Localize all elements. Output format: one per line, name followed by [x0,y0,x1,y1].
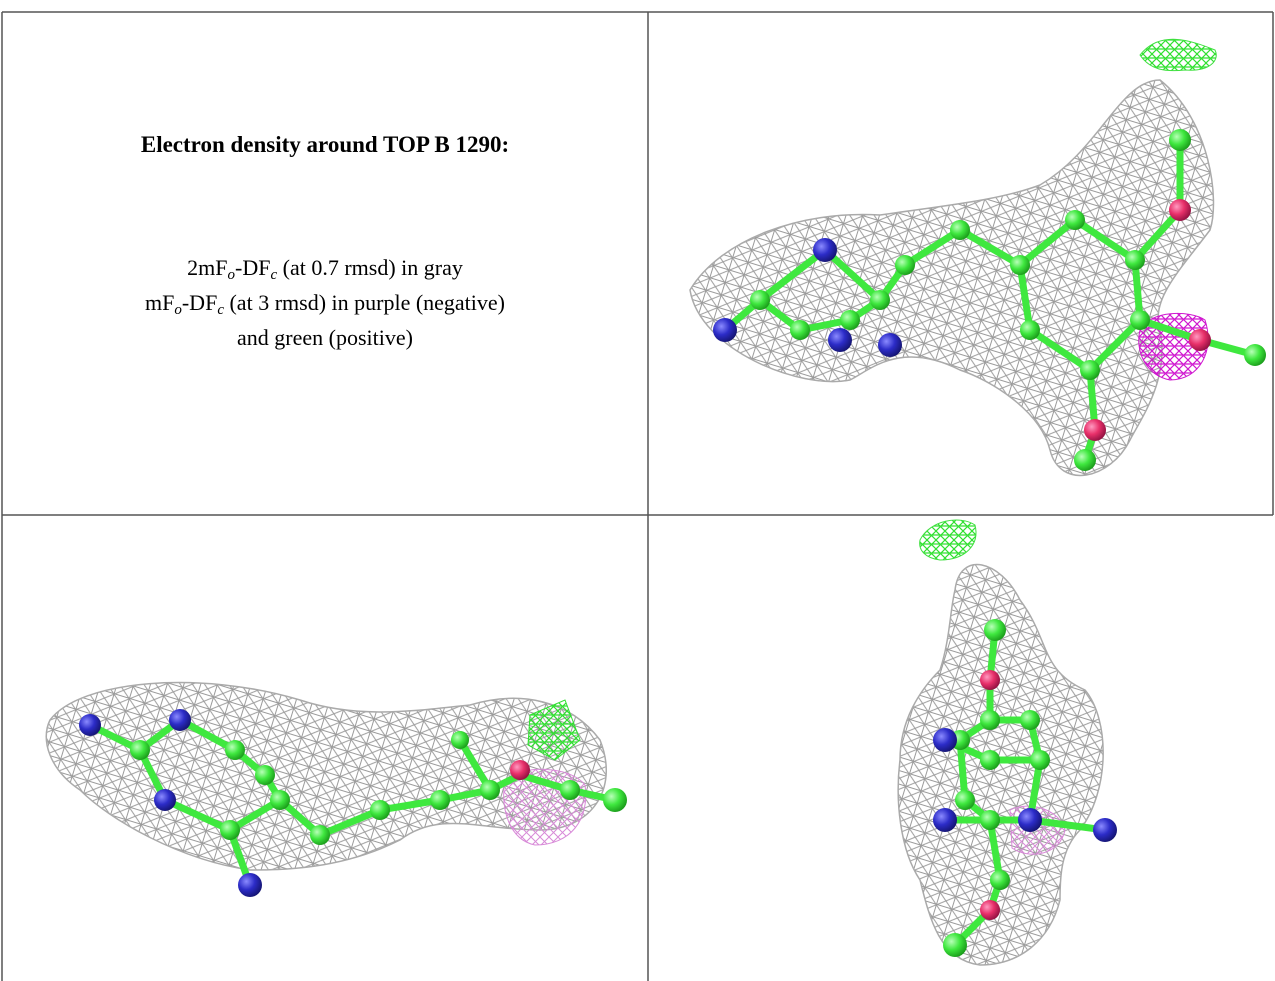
legend-line: 2mFo-DFc (at 0.7 rmsd) in gray [2,250,648,285]
legend-text: (at 3 rmsd) in purple (negative) [223,290,505,315]
legend-text: 2mF [187,255,228,280]
table-borders [1,11,1274,981]
legend-text: -DF [235,255,271,280]
legend-text: and green (positive) [237,325,413,350]
legend-line: and green (positive) [2,320,648,355]
density-view-side [45,681,627,897]
legend-text: mF [145,290,175,315]
subscript: c [217,302,224,318]
panel-title: Electron density around TOP B 1290: [140,132,510,157]
legend-text: (at 0.7 rmsd) in gray [277,255,463,280]
subscript: c [270,267,278,283]
density-view-front [689,38,1266,477]
legend-line: mFo-DFc (at 3 rmsd) in purple (negative) [2,285,648,320]
subscript: o [174,302,182,318]
density-view-top [897,519,1117,966]
legend: 2mFo-DFc (at 0.7 rmsd) in gray mFo-DFc (a… [2,250,648,355]
legend-text: -DF [181,290,218,315]
subscript: o [227,267,236,283]
